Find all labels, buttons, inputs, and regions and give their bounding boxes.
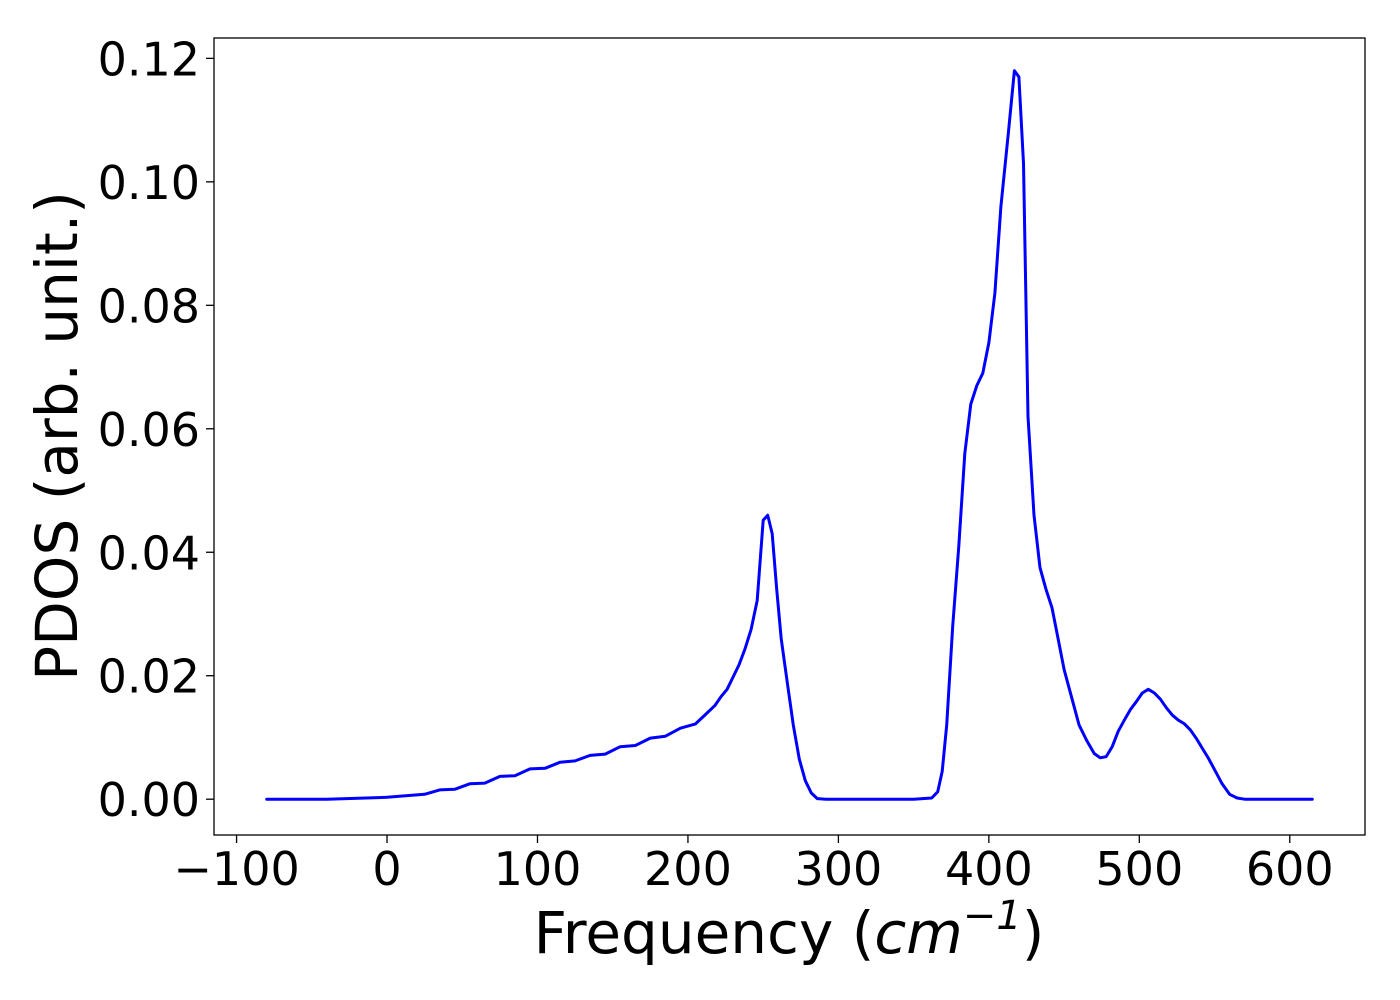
y-axis-ticks: 0.00 0.02 0.04 0.06 0.08 0.10 0.12 [98, 32, 214, 827]
x-axis-label-text: Frequency [534, 899, 834, 967]
x-axis-unit-open: ( [852, 899, 875, 967]
x-axis-ticks: −100 0 100 200 300 400 500 600 [173, 835, 1334, 896]
y-tick-label: 0.06 [98, 403, 200, 457]
x-axis-unit-close: ) [1022, 899, 1045, 967]
y-tick-label: 0.12 [98, 32, 200, 86]
y-tick-label: 0.02 [98, 650, 200, 704]
x-tick-label: 300 [794, 842, 882, 896]
y-axis-title: PDOS (arb. unit.) [23, 191, 91, 681]
x-tick-label: 200 [644, 842, 732, 896]
x-tick-label: −100 [173, 842, 299, 896]
x-tick-label: 500 [1095, 842, 1183, 896]
x-tick-label: 100 [494, 842, 582, 896]
y-tick-label: 0.10 [98, 156, 200, 210]
y-tick-label: 0.00 [98, 773, 200, 827]
plot-layer [265, 69, 1314, 801]
x-axis-unit-base: cm [874, 899, 962, 967]
x-tick-label: 0 [372, 842, 401, 896]
x-axis-title: Frequency (cm−1) [534, 893, 1045, 967]
plot-frame [213, 37, 1366, 836]
x-tick-label: 600 [1246, 842, 1334, 896]
y-tick-label: 0.08 [98, 279, 200, 333]
y-tick-label: 0.04 [98, 526, 200, 580]
x-tick-label: 400 [945, 842, 1033, 896]
x-axis-unit-exponent: −1 [963, 893, 1022, 939]
series-line-0 [265, 69, 1314, 801]
